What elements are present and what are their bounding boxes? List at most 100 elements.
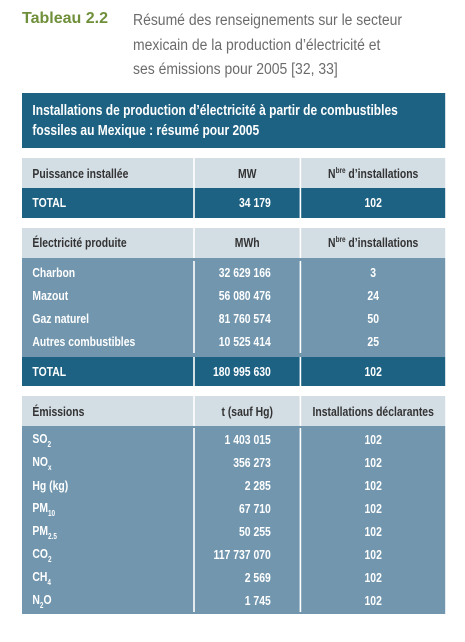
cell-text: 50 [367,311,379,326]
cell-text: 102 [364,547,382,562]
cell-text: 25 [367,334,379,349]
cell: 356 273 [193,451,299,474]
caption-text: Résumé des renseignements sur le secteur… [133,9,402,83]
cell: NOx [22,451,193,474]
text-base: NO [32,453,48,469]
cell: CH4 [22,566,193,589]
cell-text: 102 [364,501,382,516]
cell-text: 34 179 [238,195,271,211]
cell-text: 102 [364,363,382,379]
cell-text: TOTAL [32,195,67,211]
cell-text: 117 737 070 [213,547,271,562]
cell: 1 403 015 [193,428,299,451]
cell-text: MWh [234,235,260,250]
data-row: PM2.5 50 255 102 [22,520,445,543]
cell: TOTAL [22,357,193,387]
cell: t (sauf Hg) [193,396,299,426]
subscript: 4 [47,577,51,587]
cell: 180 995 630 [193,356,299,386]
cell-text: 2 569 [244,570,271,585]
data-row: Gaz naturel 81 760 574 50 [22,307,445,330]
cell: 102 [299,428,446,451]
subscript: 2 [47,439,51,449]
text-rest: O [43,591,52,607]
table-title: Installations de production d’électricit… [22,93,446,148]
cell-text: CH4 [32,569,51,587]
cell: Gaz naturel [22,307,193,330]
cell-text: 67 710 [238,501,271,516]
cell-text: Émissions [32,403,85,419]
cell-text: t (sauf Hg) [221,403,273,419]
cell: Installations déclarantes [299,396,446,426]
cell: 32 629 166 [193,261,299,284]
cell: Hg (kg) [22,474,193,497]
data-row: CH4 2 569 102 [22,566,445,589]
cell-text: 102 [364,570,382,585]
caption-label: Tableau 2.2 [22,10,108,27]
data-row: Autres combustibles 10 525 414 25 [22,330,445,353]
cell-text: Installations déclarantes [312,403,434,419]
cell-text: CO2 [32,546,51,564]
data-row: Mazout 56 080 476 24 [22,284,445,307]
data-row: Hg (kg) 2 285 102 [22,474,445,497]
cell-text: Autres combustibles [32,334,136,349]
cell-text: 180 995 630 [212,363,271,379]
cell: 102 [299,451,446,474]
section-header: Émissions t (sauf Hg) Installations déclar… [22,396,446,426]
superscript: bre [335,235,346,244]
cell-text: 102 [364,593,382,608]
cell: 2 285 [193,474,299,497]
cell: 2 569 [193,566,299,589]
title-line: fossiles au Mexique : résumé pour 2005 [32,122,260,139]
cell: N2O [22,589,193,612]
cell: 34 179 [193,188,299,218]
subscript: 2.5 [48,531,57,541]
subscript: 2 [39,600,44,610]
text-rest: d’installations [348,235,419,250]
cell-text: 81 760 574 [218,311,271,326]
cell: 1 745 [193,589,299,612]
subscript: 2 [48,554,52,564]
cell-text: MW [237,165,257,181]
cell: 3 [299,261,446,284]
subscript: 10 [48,508,56,518]
title-line: Installations de production d’électricit… [32,102,398,119]
cell: 10 525 414 [193,330,299,353]
cell: Charbon [22,261,193,284]
cell: 102 [299,543,446,566]
caption-line: mexicain de la production d’électricité … [133,36,381,54]
cell-text: Hg (kg) [32,478,69,493]
cell: 102 [299,520,446,543]
cell-text: Gaz naturel [32,311,90,326]
cell-text: 102 [364,524,382,539]
cell-text: 24 [367,288,379,303]
text-base: N [32,591,40,607]
caption-line: ses émissions pour 2005 [32, 33] [133,61,338,78]
superscript: bre [335,165,346,175]
data-row: NOx 356 273 102 [22,451,445,474]
data-row: CO2 117 737 070 102 [22,543,445,566]
total-row: TOTAL 34 179 102 [22,188,446,218]
cell-text: 32 629 166 [218,265,271,280]
cell: Puissance installée [22,158,193,188]
cell-text: 10 525 414 [218,334,271,349]
cell-text: Nbre d’installations [328,166,418,181]
cell: MWh [193,227,299,258]
cell-text: 56 080 476 [218,288,271,303]
cell: PM10 [22,497,193,520]
text-base: CO [32,545,48,561]
cell: Nbre d’installations [299,227,446,258]
cell-text: Mazout [32,288,69,303]
cell-text: 102 [364,478,382,493]
data-row: SO2 1 403 015 102 [22,428,445,451]
text-base: SO [32,430,48,446]
cell-text: 1 745 [244,593,271,608]
cell-text: NOx [32,454,51,472]
cell-text: 102 [364,195,382,211]
cell-text: Électricité produite [32,235,127,250]
cell-text: Puissance installée [32,165,129,181]
cell: 102 [299,589,446,612]
cell: 102 [299,566,446,589]
cell: 102 [299,356,446,386]
